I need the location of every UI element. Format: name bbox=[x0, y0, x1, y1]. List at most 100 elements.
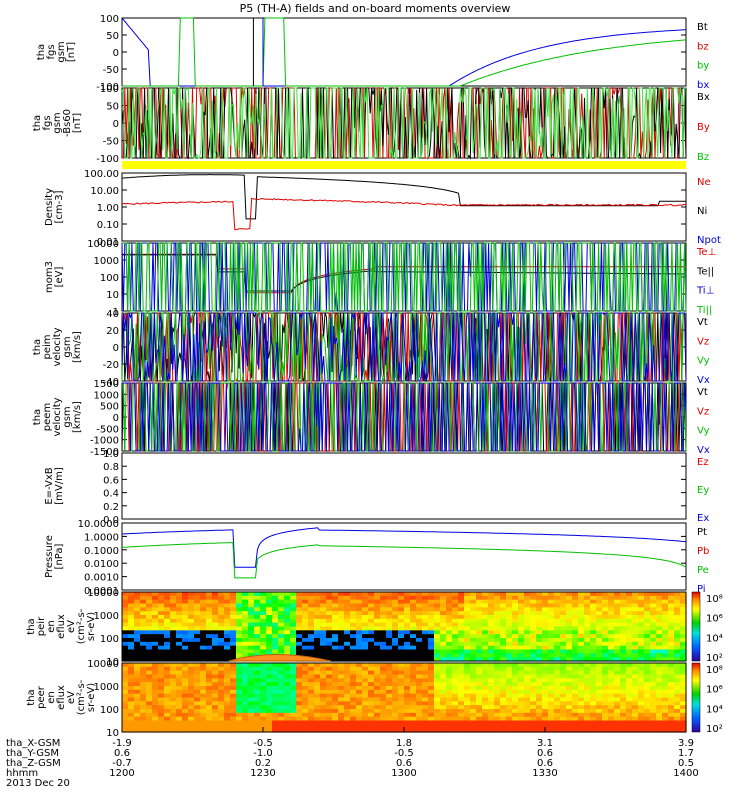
spectrogram-cell bbox=[602, 678, 609, 683]
spectrogram-cell bbox=[674, 670, 681, 676]
spectrogram-cell bbox=[326, 634, 333, 639]
spectrogram-cell bbox=[518, 670, 525, 676]
spectrogram-cell bbox=[236, 615, 243, 620]
y-axis-label: en bbox=[46, 691, 57, 704]
spectrogram-cell bbox=[206, 622, 213, 628]
spectrogram-cell bbox=[302, 592, 309, 597]
spectrogram-cell bbox=[230, 638, 237, 643]
spectrogram-cell bbox=[266, 611, 273, 616]
spectrogram-cell bbox=[536, 720, 543, 725]
spectrogram-cell bbox=[464, 622, 471, 628]
y-axis-label: gsm bbox=[62, 406, 73, 427]
spectrogram-cell bbox=[536, 670, 543, 676]
spectrogram-cell bbox=[566, 615, 573, 620]
spectrogram-cell bbox=[194, 686, 201, 691]
spectrogram-cell bbox=[446, 657, 453, 662]
spectrogram-cell bbox=[218, 607, 225, 612]
spectrogram-cell bbox=[308, 663, 315, 668]
spectrogram-cell bbox=[182, 641, 189, 647]
spectrogram-cell bbox=[308, 615, 315, 620]
y-tick-label: 10 bbox=[106, 728, 119, 739]
spectrogram-cell bbox=[542, 663, 549, 668]
spectrogram-cell bbox=[488, 622, 495, 628]
spectrogram-cell bbox=[494, 641, 501, 647]
spectrogram-cell bbox=[284, 712, 291, 718]
spectrogram-cell bbox=[404, 724, 411, 729]
spectrogram-cell bbox=[650, 615, 657, 620]
spectrogram-cell bbox=[308, 645, 315, 651]
spectrogram-cell bbox=[614, 701, 621, 706]
spectrogram-cell bbox=[296, 630, 303, 635]
spectrogram-cell bbox=[254, 678, 261, 683]
spectrogram-cell bbox=[362, 663, 369, 668]
spectrogram-cell bbox=[350, 626, 357, 631]
spectrogram-cell bbox=[284, 678, 291, 683]
spectrogram-cell bbox=[452, 622, 459, 628]
spectrogram-cell bbox=[536, 653, 543, 658]
spectrogram-cell bbox=[512, 607, 519, 612]
spectrogram-cell bbox=[254, 693, 261, 699]
spectrogram-cell bbox=[452, 663, 459, 668]
spectrogram-cell bbox=[296, 682, 303, 687]
spectrogram-cell bbox=[470, 653, 477, 658]
spectrogram-cell bbox=[266, 638, 273, 643]
spectrogram-cell bbox=[470, 607, 477, 612]
spectrogram-cell bbox=[296, 693, 303, 699]
y-axis-label: (cm²-s- bbox=[76, 679, 87, 715]
spectrogram-cell bbox=[128, 682, 135, 687]
spectrogram-cell bbox=[230, 630, 237, 635]
spectrogram-cell bbox=[458, 622, 465, 628]
spectrogram-cell bbox=[368, 618, 375, 624]
spectrogram-cell bbox=[620, 618, 627, 624]
spectrogram-cell bbox=[134, 712, 141, 718]
spectrogram-cell bbox=[182, 724, 189, 729]
spectrogram-cell bbox=[326, 611, 333, 616]
spectrogram-cell bbox=[248, 663, 255, 668]
spectrogram-cell bbox=[128, 689, 135, 695]
spectrogram-cell bbox=[338, 666, 345, 672]
spectrogram-cell bbox=[128, 615, 135, 620]
spectrogram-cell bbox=[308, 653, 315, 658]
spectrogram-cell bbox=[272, 645, 279, 651]
spectrogram-cell bbox=[374, 634, 381, 639]
spectrogram-cell bbox=[404, 653, 411, 658]
spectrogram-cell bbox=[302, 682, 309, 687]
spectrogram-cell bbox=[410, 622, 417, 628]
spectrogram-cell bbox=[200, 645, 207, 651]
spectrogram-cell bbox=[530, 693, 537, 699]
spectrogram-cell bbox=[608, 618, 615, 624]
spectrogram-cell bbox=[320, 645, 327, 651]
spectrogram-cell bbox=[350, 666, 357, 672]
spectrogram-cell bbox=[590, 638, 597, 643]
y-tick-label: 0.2 bbox=[103, 502, 119, 513]
spectrogram-cell bbox=[674, 653, 681, 658]
spectrogram-cell bbox=[578, 599, 585, 605]
spectrogram-cell bbox=[158, 603, 165, 608]
spectrogram-cell bbox=[290, 622, 297, 628]
spectrogram-cell bbox=[278, 666, 285, 672]
spectrogram-cell bbox=[356, 678, 363, 683]
spectrogram-cell bbox=[350, 709, 357, 714]
spectrogram-cell bbox=[578, 712, 585, 718]
spectrogram-cell bbox=[560, 641, 567, 647]
spectrogram-cell bbox=[284, 615, 291, 620]
spectrogram-cell bbox=[416, 709, 423, 714]
spectrogram-cell bbox=[518, 611, 525, 616]
spectrogram-cell bbox=[428, 592, 435, 597]
spectrogram-cell bbox=[656, 618, 663, 624]
spectrogram-cell bbox=[128, 595, 135, 601]
spectrogram-cell bbox=[428, 666, 435, 672]
spectrogram-cell bbox=[500, 615, 507, 620]
spectrogram-cell bbox=[290, 724, 297, 729]
spectrogram-cell bbox=[374, 663, 381, 668]
spectrogram-cell bbox=[434, 709, 441, 714]
spectrogram-cell bbox=[188, 724, 195, 729]
spectrogram-cell bbox=[488, 728, 495, 733]
spectrogram-cell bbox=[524, 689, 531, 695]
spectrogram-cell bbox=[164, 657, 171, 662]
spectrogram-cell bbox=[656, 693, 663, 699]
legend-entry: Ni bbox=[697, 206, 707, 217]
spectrogram-cell bbox=[458, 615, 465, 620]
spectrogram-cell bbox=[380, 622, 387, 628]
spectrogram-cell bbox=[368, 638, 375, 643]
